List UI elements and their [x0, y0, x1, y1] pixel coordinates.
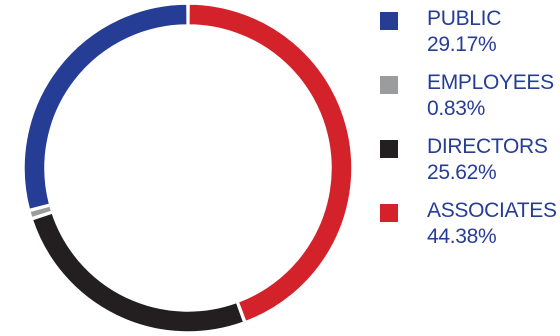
legend-swatch-associates [380, 204, 398, 222]
donut-chart-svg [23, 3, 353, 333]
legend-value-associates: 44.38% [427, 225, 497, 248]
legend: PUBLIC 29.17% EMPLOYEES 0.83% DIRECTORS … [380, 6, 560, 262]
legend-label-directors: DIRECTORS [427, 135, 548, 158]
legend-item-employees: EMPLOYEES 0.83% [380, 70, 560, 134]
legend-swatch-employees [380, 76, 398, 94]
legend-label-public: PUBLIC [427, 7, 502, 30]
legend-swatch-public [380, 12, 398, 30]
legend-label-employees: EMPLOYEES [427, 71, 554, 94]
legend-item-public: PUBLIC 29.17% [380, 6, 560, 70]
legend-item-associates: ASSOCIATES 44.38% [380, 198, 560, 262]
legend-value-directors: 25.62% [427, 161, 497, 184]
legend-label-associates: ASSOCIATES [427, 199, 557, 222]
legend-value-public: 29.17% [427, 33, 497, 56]
donut-slice-employees [28, 204, 53, 219]
donut-slice-public [23, 3, 188, 211]
legend-swatch-directors [380, 140, 398, 158]
donut-slice-directors [31, 212, 245, 333]
donut-chart [23, 3, 353, 333]
legend-item-directors: DIRECTORS 25.62% [380, 134, 560, 198]
legend-value-employees: 0.83% [427, 97, 486, 120]
donut-slice-associates [188, 3, 353, 323]
